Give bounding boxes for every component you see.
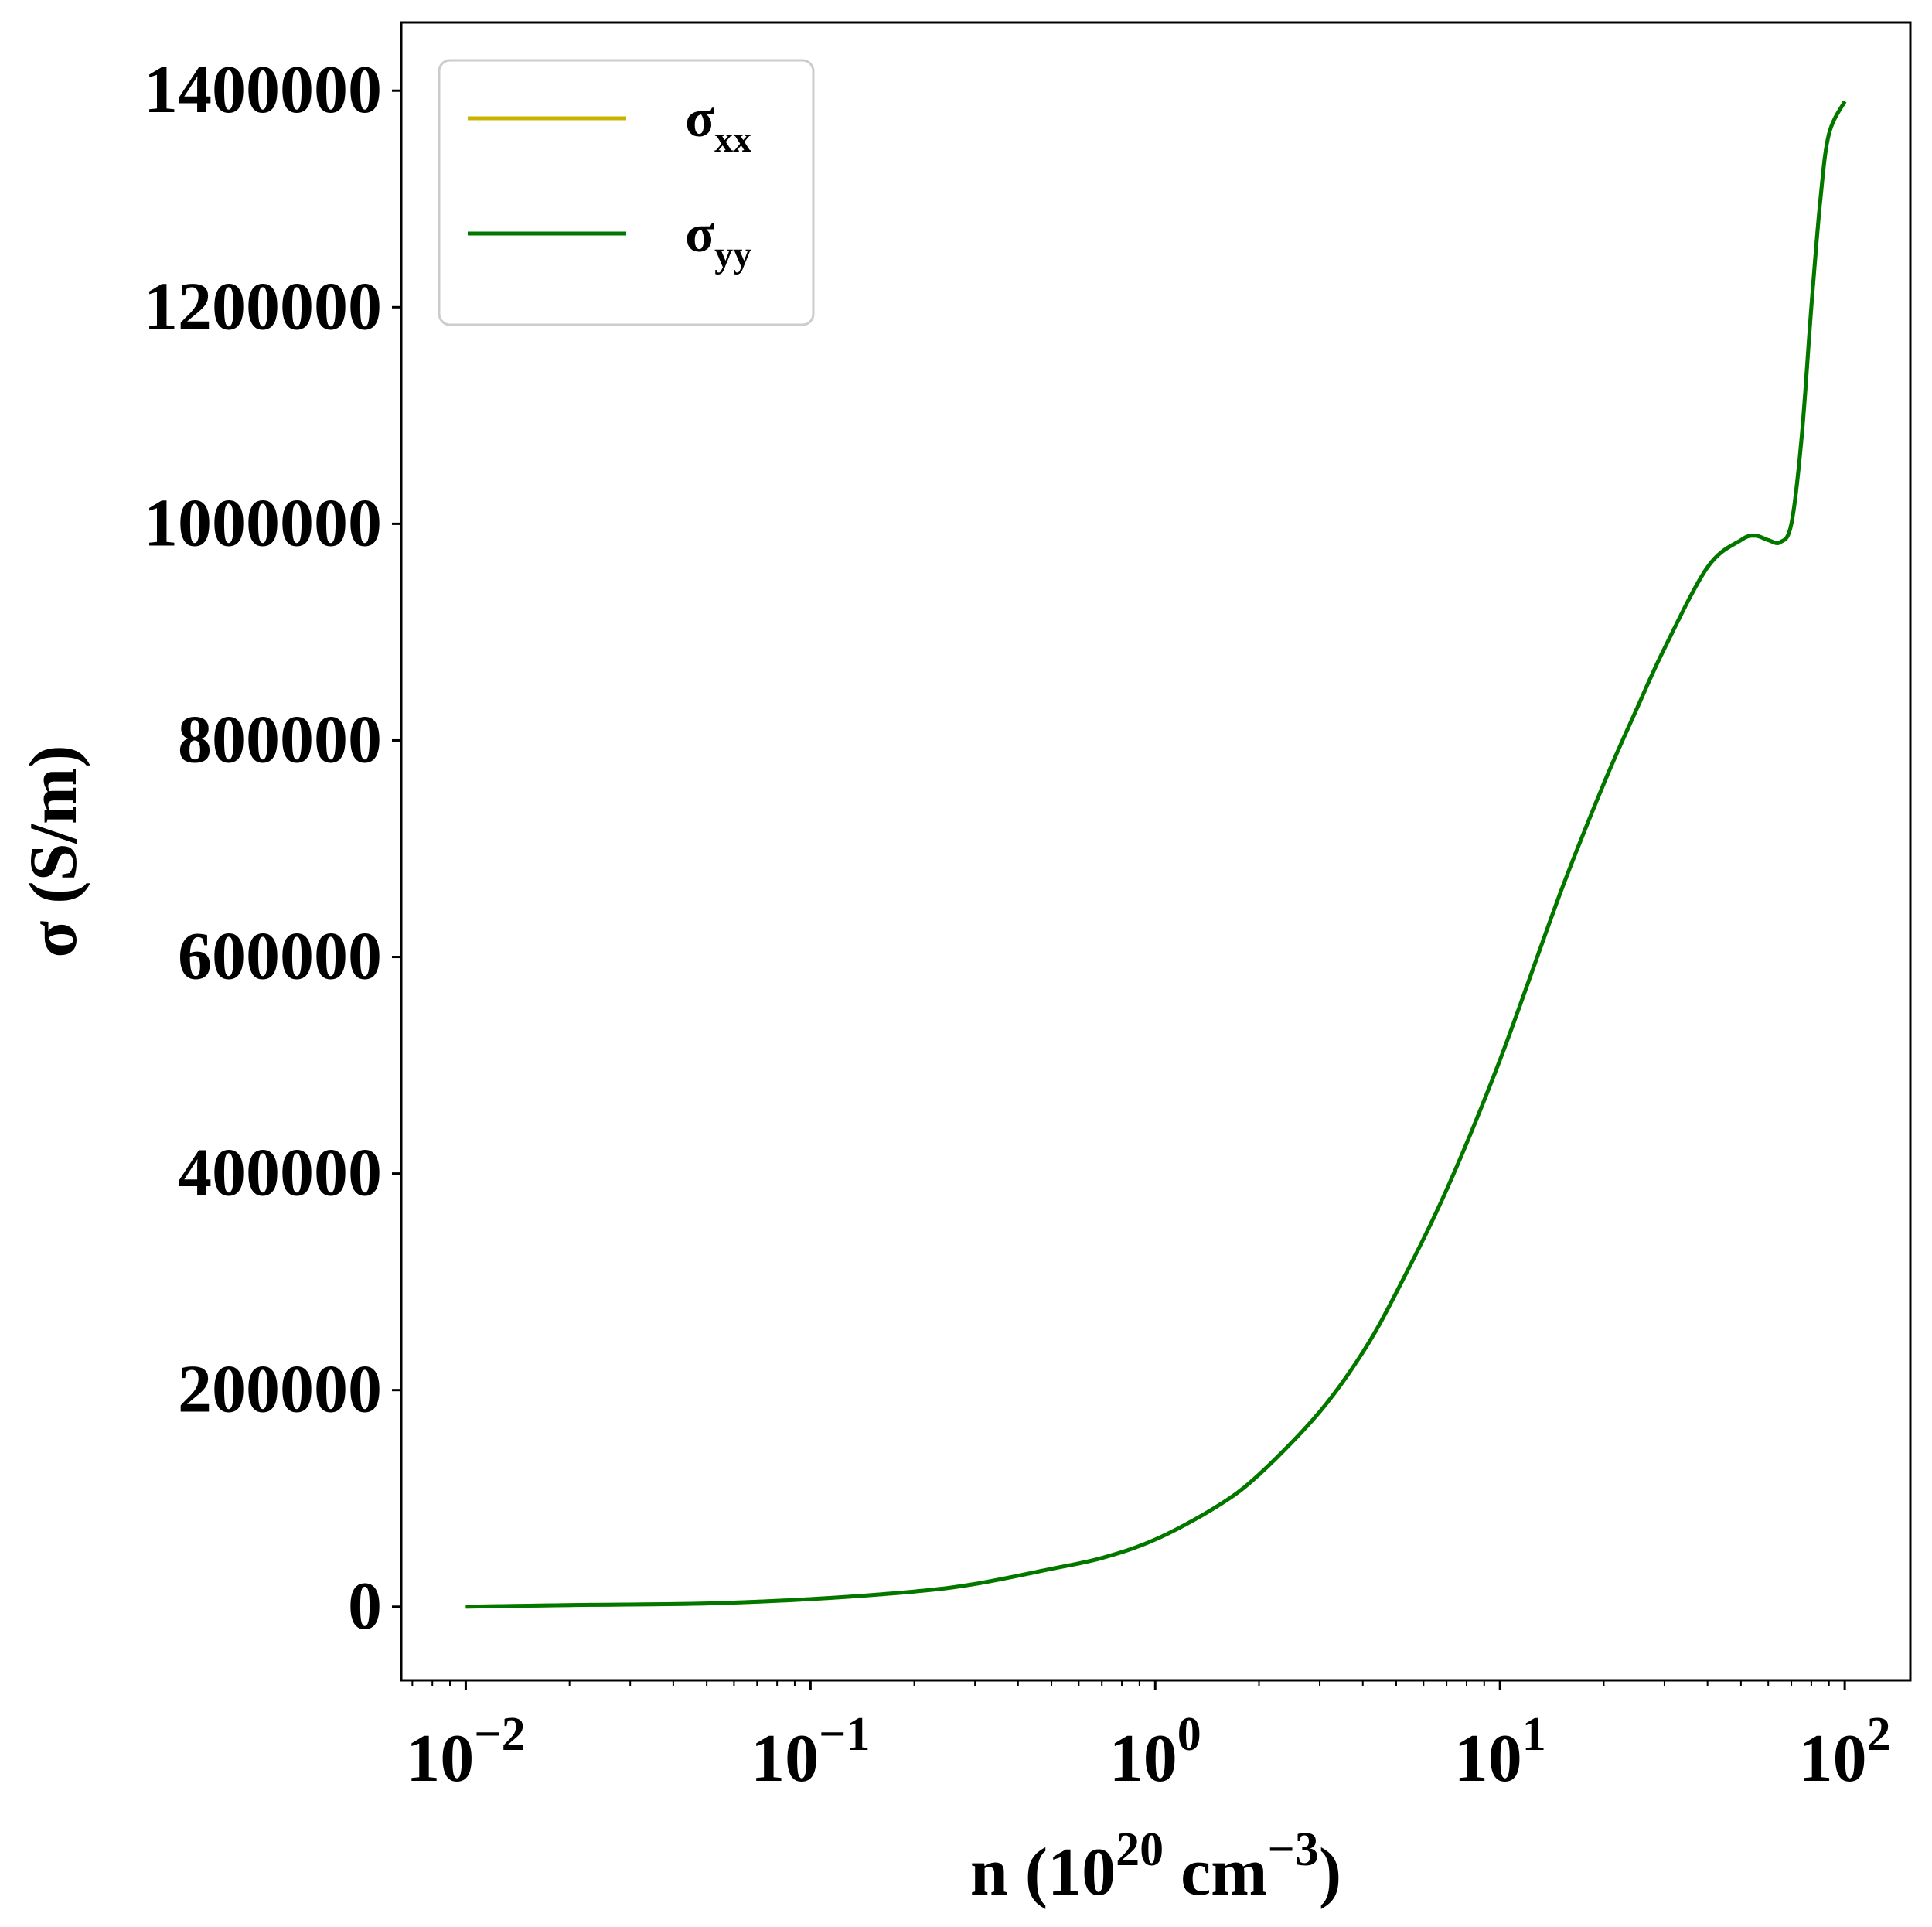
legend: σxx σyy xyxy=(438,59,815,326)
y-tick-label: 400000 xyxy=(178,1136,382,1211)
legend-label-sigma-xx: σxx xyxy=(685,89,751,160)
x-tick-label: 101 xyxy=(1454,1708,1546,1796)
y-tick-label: 1400000 xyxy=(144,53,382,128)
legend-label-sigma-yy: σyy xyxy=(685,204,751,275)
x-tick-label: 100 xyxy=(1109,1708,1201,1796)
y-tick-label: 1200000 xyxy=(144,269,382,344)
y-tick-label: 800000 xyxy=(178,702,382,777)
y-tick-label: 200000 xyxy=(178,1352,382,1427)
series-line-sigma-xx xyxy=(465,101,1847,1609)
y-tick-label: 1000000 xyxy=(144,486,382,561)
y-axis: 0 200000 400000 600000 800000 1000000 1200000 1… xyxy=(144,53,401,1644)
x-tick-label: 10−2 xyxy=(406,1708,525,1796)
y-tick-label: 0 xyxy=(348,1569,382,1644)
series-lines xyxy=(465,101,1847,1609)
x-tick-label: 10−1 xyxy=(751,1708,870,1796)
y-tick-label: 600000 xyxy=(178,919,382,994)
legend-box xyxy=(438,59,815,326)
series-line-sigma-yy xyxy=(465,101,1847,1609)
y-axis-label: σ (S/m) xyxy=(16,745,91,957)
x-axis-label: n (1020 cm−3) xyxy=(970,1823,1341,1910)
x-tick-label: 102 xyxy=(1799,1708,1891,1796)
x-axis: 10−2 10−1 100 101 102 xyxy=(406,1680,1891,1796)
